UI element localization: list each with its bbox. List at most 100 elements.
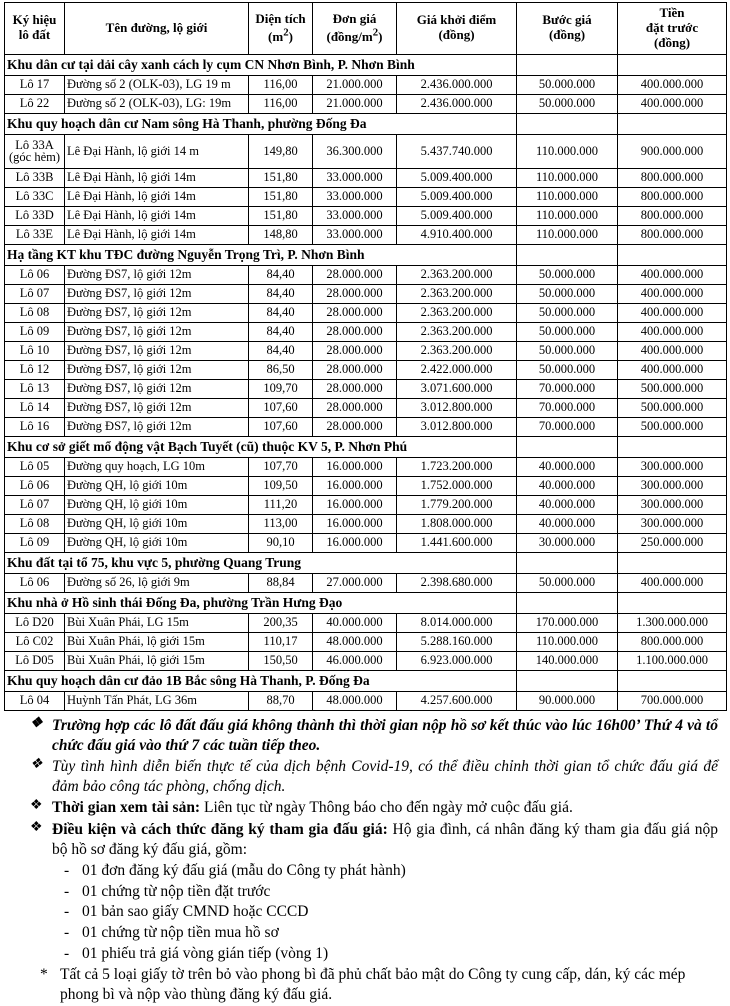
- cell-bid-step: 50.000.000: [516, 283, 618, 304]
- cell-road-name: Đường ĐS7, lộ giới 12m: [64, 378, 249, 399]
- cell-starting-price: 2.363.200.000: [396, 302, 517, 323]
- cell-area: 90,10: [248, 532, 313, 553]
- section-header-row: Khu quy hoạch dân cư đảo 1B Bắc sông Hà …: [4, 669, 727, 692]
- dash-bullet-icon: -: [64, 924, 70, 942]
- cell-road-name: Đường ĐS7, lộ giới 12m: [64, 340, 249, 361]
- cell-starting-price: 2.363.200.000: [396, 321, 517, 342]
- list-item: -01 chứng từ nộp tiền đặt trước: [64, 882, 718, 903]
- list-item-label: 01 phiếu trả giá vòng gián tiếp (vòng 1): [82, 944, 329, 962]
- cell-deposit: 800.000.000: [617, 186, 727, 207]
- cell-lot-symbol: Lô 08: [4, 302, 65, 323]
- cell-deposit: 500.000.000: [617, 416, 727, 437]
- footnote-text: Tất cả 5 loại giấy tờ trên bỏ vào phong …: [60, 965, 686, 1004]
- cell-lot-symbol: Lô 09: [4, 321, 65, 342]
- cell-road-name: Lê Đại Hành, lộ giới 14m: [64, 224, 249, 245]
- table-row: Lô 06 Đường ĐS7, lộ giới 12m 84,40 28.000.0…: [4, 264, 727, 285]
- cell-bid-step: 50.000.000: [516, 302, 618, 323]
- table-row: Lô 33B Lê Đại Hành, lộ giới 14m 151,80 33.0…: [4, 167, 727, 188]
- section-header-row: Khu dân cư tại dải cây xanh cách ly cụm …: [4, 53, 727, 76]
- cell-bid-step: 30.000.000: [516, 532, 618, 553]
- note-text: Trường hợp các lô đất đấu giá không thàn…: [52, 716, 718, 754]
- cell-road-name: Đường số 26, lộ giới 9m: [64, 572, 249, 593]
- section-blank-cell: [516, 551, 618, 574]
- cell-road-name: Đường ĐS7, lộ giới 12m: [64, 321, 249, 342]
- cell-area: 109,50: [248, 475, 313, 496]
- cell-lot-symbol: Lô 33B: [4, 167, 65, 188]
- note-text: Hộ gia đình, cá nhân đăng ký tham gia đấ…: [52, 820, 718, 858]
- column-header-bid-step: Bước giá (đồng): [516, 2, 618, 55]
- section-blank-cell: [617, 53, 727, 76]
- cell-unit-price: 28.000.000: [312, 359, 397, 380]
- header-line-2: (đồng/m2): [326, 26, 383, 45]
- cell-lot-symbol: Lô 16: [4, 416, 65, 437]
- diamond-bullet-icon: ❖: [30, 798, 43, 814]
- cell-bid-step: 40.000.000: [516, 513, 618, 534]
- asterisk-icon: *: [40, 965, 48, 983]
- section-header-row: Khu cơ sở giết mổ động vật Bạch Tuyết (c…: [4, 435, 727, 458]
- cell-area: 116,00: [248, 74, 313, 95]
- header-line-1: Giá khởi điểm: [416, 12, 497, 28]
- section-blank-cell: [617, 112, 727, 135]
- cell-road-name: Đường ĐS7, lộ giới 12m: [64, 397, 249, 418]
- cell-area: 84,40: [248, 340, 313, 361]
- notes-section: ❖ Trường hợp các lô đất đấu giá không th…: [4, 716, 726, 1006]
- section-blank-cell: [617, 435, 727, 458]
- dash-bullet-icon: -: [64, 944, 70, 962]
- cell-lot-symbol: Lô 33E: [4, 224, 65, 245]
- cell-starting-price: 1.752.000.000: [396, 475, 517, 496]
- section-blank-cell: [617, 551, 727, 574]
- cell-bid-step: 110.000.000: [516, 167, 618, 188]
- cell-area: 116,00: [248, 93, 313, 114]
- note-text: Liên tục từ ngày Thông báo cho đến ngày …: [200, 799, 573, 817]
- table-row: Lô 07 Đường QH, lộ giới 10m 111,20 16.000.0…: [4, 494, 727, 515]
- cell-deposit: 500.000.000: [617, 378, 727, 399]
- cell-deposit: 400.000.000: [617, 359, 727, 380]
- cell-area: 84,40: [248, 283, 313, 304]
- section-blank-cell: [516, 591, 618, 614]
- cell-unit-price: 28.000.000: [312, 264, 397, 285]
- cell-bid-step: 110.000.000: [516, 133, 618, 169]
- table-row: Lô 33D Lê Đại Hành, lộ giới 14m 151,80 33.0…: [4, 205, 727, 226]
- cell-area: 151,80: [248, 167, 313, 188]
- cell-starting-price: 6.923.000.000: [396, 650, 517, 671]
- note-item: ❖ Trường hợp các lô đất đấu giá không th…: [30, 716, 718, 756]
- cell-starting-price: 2.436.000.000: [396, 93, 517, 114]
- section-header-row: Khu quy hoạch dân cư Nam sông Hà Thanh, …: [4, 112, 727, 135]
- dash-bullet-icon: -: [64, 861, 70, 879]
- cell-area: 111,20: [248, 494, 313, 515]
- footnote: * Tất cả 5 loại giấy tờ trên bỏ vào phon…: [40, 965, 718, 1006]
- table-row: Lô 08 Đường QH, lộ giới 10m 113,00 16.000.0…: [4, 513, 727, 534]
- table-row: Lô D20 Bùi Xuân Phái, LG 15m 200,35 40.000.…: [4, 612, 727, 633]
- column-header-deposit: Tiền đặt trước (đồng): [617, 2, 727, 55]
- cell-road-name: Đường ĐS7, lộ giới 12m: [64, 264, 249, 285]
- table-row: Lô 08 Đường ĐS7, lộ giới 12m 84,40 28.000.0…: [4, 302, 727, 323]
- section-title: Khu quy hoạch dân cư đảo 1B Bắc sông Hà …: [4, 669, 517, 692]
- cell-unit-price: 33.000.000: [312, 167, 397, 188]
- note-lead-label: Thời gian xem tài sản:: [52, 799, 201, 817]
- cell-starting-price: 5.009.400.000: [396, 167, 517, 188]
- cell-bid-step: 50.000.000: [516, 359, 618, 380]
- table-row: Lô 12 Đường ĐS7, lộ giới 12m 86,50 28.000.0…: [4, 359, 727, 380]
- section-blank-cell: [617, 591, 727, 614]
- cell-deposit: 400.000.000: [617, 340, 727, 361]
- dash-bullet-icon: -: [64, 903, 70, 921]
- cell-deposit: 800.000.000: [617, 167, 727, 188]
- cell-starting-price: 1.779.200.000: [396, 494, 517, 515]
- cell-road-name: Đường ĐS7, lộ giới 12m: [64, 302, 249, 323]
- column-header-road-name: Tên đường, lộ giới: [64, 2, 249, 55]
- cell-lot-symbol: Lô 33C: [4, 186, 65, 207]
- cell-lot-symbol: Lô C02: [4, 631, 65, 652]
- note-item: ❖ Thời gian xem tài sản: Liên tục từ ngà…: [30, 798, 718, 818]
- cell-deposit: 800.000.000: [617, 205, 727, 226]
- cell-starting-price: 4.910.400.000: [396, 224, 517, 245]
- table-row: Lô 07 Đường ĐS7, lộ giới 12m 84,40 28.000.0…: [4, 283, 727, 304]
- table-row: Lô 33E Lê Đại Hành, lộ giới 14m 148,80 33.0…: [4, 224, 727, 245]
- cell-bid-step: 70.000.000: [516, 416, 618, 437]
- table-row: Lô 16 Đường ĐS7, lộ giới 12m 107,60 28.000.…: [4, 416, 727, 437]
- list-item: -01 phiếu trả giá vòng gián tiếp (vòng 1…: [64, 944, 718, 965]
- section-header-row: Hạ tầng KT khu TĐC đường Nguyễn Trọng Tr…: [4, 243, 727, 266]
- cell-starting-price: 3.012.800.000: [396, 397, 517, 418]
- cell-road-name: Đường quy hoạch, LG 10m: [64, 456, 249, 477]
- diamond-bullet-icon: ❖: [30, 819, 43, 835]
